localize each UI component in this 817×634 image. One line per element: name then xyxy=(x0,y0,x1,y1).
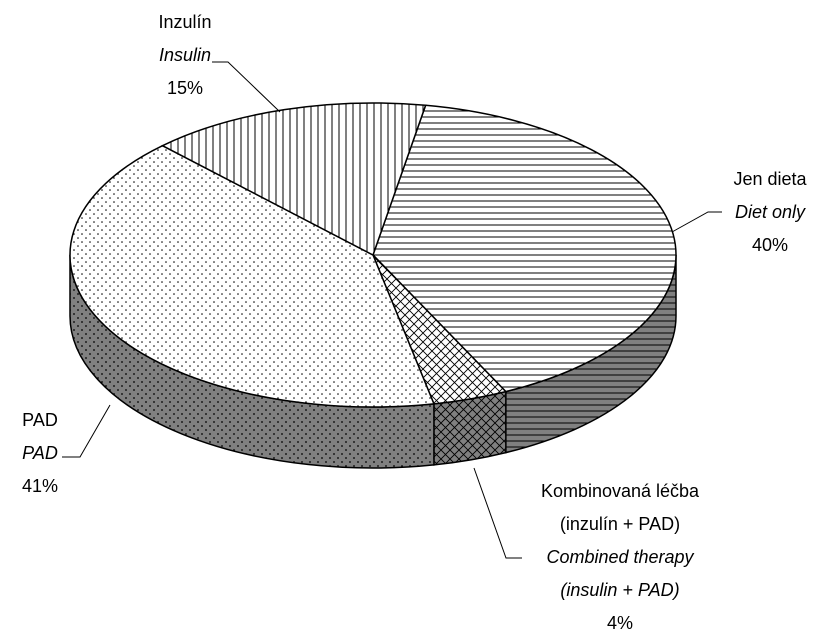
label-cz: Kombinovaná léčba (inzulín + PAD) xyxy=(540,481,700,534)
leader-line xyxy=(473,467,522,559)
label-en: Diet only xyxy=(734,202,806,222)
leader-line xyxy=(671,211,722,233)
label-en: Combined therapy (insulin + PAD) xyxy=(546,547,694,600)
label-cz: Inzulín xyxy=(158,12,212,32)
value-label: 4% xyxy=(606,613,633,633)
label-cz: PAD xyxy=(22,410,58,430)
label-en: Insulin xyxy=(158,45,212,65)
slice-label: Inzulín Insulin 15% xyxy=(158,6,211,105)
slice-label: Kombinovaná léčba (inzulín + PAD) Combin… xyxy=(525,475,715,634)
leader-line xyxy=(212,61,281,113)
value-label: 40% xyxy=(751,235,789,255)
slice-label: Jen dieta Diet only 40% xyxy=(733,163,806,262)
slice xyxy=(160,102,427,257)
value-label: 15% xyxy=(166,78,204,98)
slice xyxy=(69,144,436,408)
slice xyxy=(372,104,677,393)
label-cz: Jen dieta xyxy=(733,169,807,189)
slice-label: PAD PAD 41% xyxy=(22,404,58,503)
value-label: 41% xyxy=(21,476,59,496)
label-en: PAD xyxy=(22,443,58,463)
leader-line xyxy=(62,404,111,458)
slices xyxy=(69,102,677,469)
